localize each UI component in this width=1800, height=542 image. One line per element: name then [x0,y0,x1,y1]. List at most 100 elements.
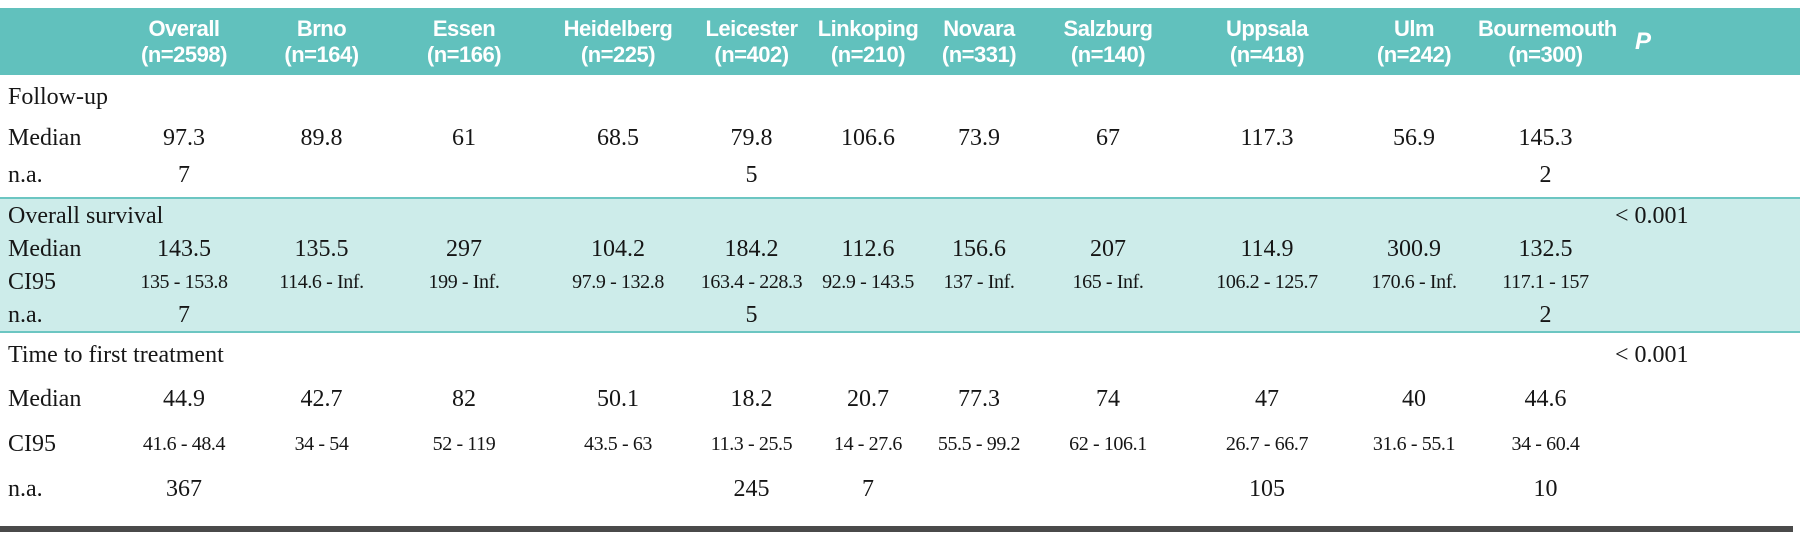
column-header-linkoping: Linkoping (n=210) [810,8,926,75]
value-cell [258,154,385,198]
column-header-overall: Overall (n=2598) [110,8,258,75]
p-value-empty [1613,377,1800,422]
value-cell [810,299,926,332]
column-n-count: (n=242) [1376,41,1452,67]
column-header-uppsala: Uppsala (n=418) [1184,8,1350,75]
column-name: Salzburg [1063,15,1153,41]
filler-cell [258,332,1613,377]
row-label: Median [8,236,82,262]
row-label: Median [8,386,82,412]
column-name: Brno [296,15,347,41]
table-row-na: n.a. 7 5 2 [0,299,1800,332]
column-name: Novara [943,15,1015,41]
value-cell [1032,467,1184,512]
p-value: < 0.001 [1615,341,1689,368]
table-row-ci: CI95 135 - 153.8 114.6 - Inf. 199 - Inf. 97.… [0,266,1800,299]
bottom-rule [0,526,1793,532]
value-cell: 163.4 - 228.3 [700,271,803,293]
value-cell: 52 - 119 [432,433,496,455]
column-name: Uppsala [1225,15,1309,41]
value-cell: 34 - 60.4 [1511,433,1580,455]
value-cell [1184,154,1350,198]
value-cell: 74 [1096,386,1120,412]
value-cell [385,154,543,198]
column-name: Linkoping [817,15,919,41]
value-cell: 73.9 [958,125,1000,151]
value-cell: 10 [1533,476,1558,502]
value-cell: 112.6 [841,236,895,262]
column-name: Bournemouth [1478,15,1617,41]
value-cell: 67 [1096,125,1120,151]
value-cell: 137 - Inf. [943,271,1015,293]
column-n-count: (n=164) [284,41,359,67]
p-value-empty [1613,154,1800,198]
table-row-na: n.a. 367 245 7 105 10 [0,467,1800,512]
section-overall-survival: Overall survival < 0.001 Median 143.5 135.5 2… [0,198,1800,332]
filler-cell [258,75,1613,123]
value-cell: 82 [452,386,476,412]
section-title: Time to first treatment [8,341,224,368]
value-cell: 26.7 - 66.7 [1225,433,1309,455]
section-title-row: Overall survival < 0.001 [0,198,1800,233]
value-cell [258,299,385,332]
value-cell: 156.6 [952,236,1006,262]
value-cell: 50.1 [597,386,639,412]
value-cell: 117.3 [1240,125,1294,151]
value-cell: 367 [166,476,202,502]
section-title-row: Follow-up [0,75,1800,123]
value-cell: 92.9 - 143.5 [822,271,914,293]
value-cell: 135.5 [294,236,349,262]
value-cell: 7 [178,301,190,328]
p-value-empty [1613,233,1800,266]
table-row-median: Median 97.3 89.8 61 68.5 79.8 106.6 73.9 67 117.3… [0,123,1800,154]
cohort-table-container: Overall (n=2598) Brno (n=164) Essen (n=166) He… [0,8,1800,542]
p-value-empty [1613,467,1800,512]
value-cell: 132.5 [1518,236,1573,262]
column-n-count: (n=225) [580,41,656,67]
column-name: Essen [432,15,496,41]
column-n-count: (n=418) [1229,41,1305,67]
p-value-empty [1613,422,1800,467]
section-follow-up: Follow-up Median 97.3 89.8 61 68.5 79.8 106.6 73… [0,75,1800,198]
value-cell [1032,299,1184,332]
value-cell [1350,154,1478,198]
column-header-p: P [1613,8,1800,75]
value-cell: 79.8 [730,125,773,151]
value-cell [926,467,1032,512]
value-cell [926,299,1032,332]
value-cell: 61 [452,125,476,151]
value-cell [1350,467,1478,512]
value-cell: 170.6 - Inf. [1371,271,1457,293]
column-n-count: (n=402) [714,41,789,67]
cohort-table: Overall (n=2598) Brno (n=164) Essen (n=166) He… [0,8,1800,512]
value-cell: 165 - Inf. [1072,271,1144,293]
value-cell [543,467,693,512]
value-cell: 14 - 27.6 [833,433,903,455]
value-cell: 114.6 - Inf. [279,271,364,293]
table-header: Overall (n=2598) Brno (n=164) Essen (n=166) He… [0,8,1800,75]
filler-cell [258,198,1613,233]
value-cell [810,154,926,198]
column-header-salzburg: Salzburg (n=140) [1032,8,1184,75]
value-cell: 68.5 [597,125,639,151]
column-header-ulm: Ulm (n=242) [1350,8,1478,75]
value-cell [926,154,1032,198]
value-cell: 106.2 - 125.7 [1216,271,1318,293]
column-n-count: (n=140) [1070,41,1146,67]
column-name: Leicester [705,15,798,41]
value-cell: 44.6 [1524,386,1567,412]
row-label: CI95 [8,431,56,457]
column-n-count: (n=2598) [141,41,227,67]
value-cell: 2 [1539,162,1552,188]
value-cell: 5 [745,301,758,328]
section-title: Follow-up [8,83,109,110]
section-time-to-first-treatment: Time to first treatment < 0.001 Median 44.9… [0,332,1800,512]
value-cell: 117.1 - 157 [1502,271,1589,293]
value-cell [385,467,543,512]
value-cell: 297 [446,236,482,262]
column-n-count: (n=331) [941,41,1017,67]
corner-cell [0,8,110,75]
value-cell: 62 - 106.1 [1069,433,1147,455]
column-name: Ulm [1393,15,1435,41]
column-header-novara: Novara (n=331) [926,8,1032,75]
